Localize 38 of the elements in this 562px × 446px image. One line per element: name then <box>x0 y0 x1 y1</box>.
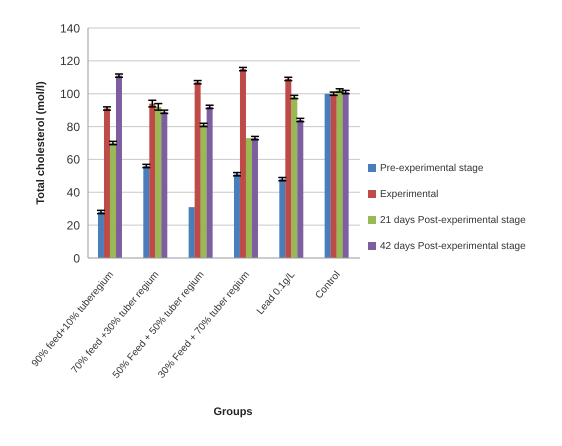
y-tick-label: 0 <box>73 251 80 266</box>
bar <box>98 212 104 258</box>
legend-label: Pre-experimental stage <box>380 163 484 174</box>
bar <box>104 108 110 258</box>
bar <box>149 104 156 258</box>
x-axis-title: Groups <box>212 406 254 418</box>
bar <box>285 78 292 258</box>
y-tick-label: 140 <box>60 21 80 36</box>
y-tick-label: 20 <box>66 218 80 232</box>
bar <box>240 69 246 258</box>
bar <box>324 94 331 258</box>
legend-label: Experimental <box>380 189 438 200</box>
bar <box>291 97 298 258</box>
y-tick-label: 40 <box>66 186 80 200</box>
bar <box>194 82 201 258</box>
bar <box>155 106 162 258</box>
y-tick-label: 100 <box>60 86 80 101</box>
bar <box>336 90 343 258</box>
bar <box>143 166 150 258</box>
y-axis-title: Total cholesterol (mol/l) <box>34 81 47 205</box>
bar <box>161 112 168 258</box>
bar <box>342 92 349 258</box>
bar <box>234 174 240 258</box>
bar <box>200 124 207 258</box>
bar <box>246 138 252 258</box>
y-tick-label: 120 <box>60 54 80 68</box>
bar <box>279 179 286 258</box>
bar <box>297 120 304 258</box>
y-tick-label: 60 <box>66 152 80 167</box>
bar <box>188 207 195 258</box>
bar <box>116 76 122 258</box>
y-tick-label: 80 <box>66 120 80 134</box>
legend-label: 21 days Post-experimental stage <box>380 215 526 226</box>
bar <box>252 138 258 258</box>
bar <box>330 94 337 258</box>
bar <box>206 106 213 258</box>
bar <box>110 143 116 258</box>
legend-label: 42 days Post-experimental stage <box>380 241 526 252</box>
